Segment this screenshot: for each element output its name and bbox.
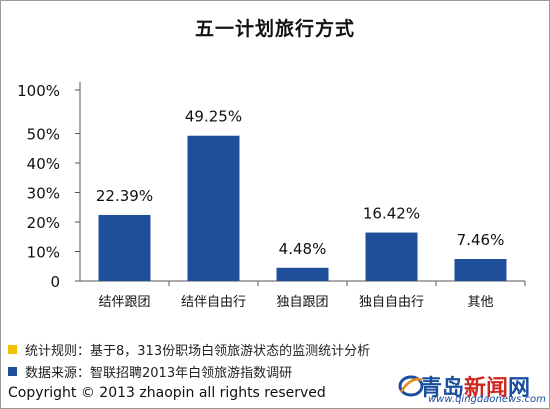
bar xyxy=(454,258,507,281)
legend-rule-text: 统计规则：基于8，313份职场白领旅游状态的监测统计分析 xyxy=(25,344,371,359)
x-tick-label: 其他 xyxy=(467,295,493,310)
legend-rule: 统计规则：基于8，313份职场白领旅游状态的监测统计分析 xyxy=(8,340,370,359)
site-logo: 青岛新闻网 www.qingdaonews.com xyxy=(398,370,548,406)
x-tick-label: 独自自由行 xyxy=(359,295,424,310)
bar-value-label: 7.46% xyxy=(457,231,505,249)
legend-source-text: 数据来源：智联招聘2013年白领旅游指数调研 xyxy=(25,366,293,381)
bar-value-label: 16.42% xyxy=(363,205,420,223)
y-tick-label: 50% xyxy=(27,126,60,144)
legend-source-swatch xyxy=(8,367,17,376)
y-tick-label: 0 xyxy=(50,273,60,291)
bar-value-label: 22.39% xyxy=(96,187,153,205)
y-tick-label: 100% xyxy=(17,82,60,100)
x-tick-label: 结伴自由行 xyxy=(181,295,246,310)
x-tick-label: 独自跟团 xyxy=(276,295,328,310)
chart-title: 五一计划旅行方式 xyxy=(194,18,355,40)
legend-rule-swatch xyxy=(8,345,17,354)
y-tick-label: 20% xyxy=(27,214,60,232)
bar xyxy=(98,214,151,281)
bar-value-label: 4.48% xyxy=(279,240,327,258)
copyright-text: Copyright © 2013 zhaopin all rights rese… xyxy=(8,385,326,401)
logo-text: 青岛新闻网 xyxy=(420,375,531,401)
bar-value-label: 49.25% xyxy=(185,108,242,126)
bar xyxy=(276,267,329,281)
y-tick-label: 10% xyxy=(27,244,60,262)
y-tick-label: 40% xyxy=(27,155,60,173)
y-tick-label: 30% xyxy=(27,185,60,203)
legend-source: 数据来源：智联招聘2013年白领旅游指数调研 xyxy=(8,362,292,381)
bar xyxy=(187,135,240,281)
bar xyxy=(365,232,418,281)
logo-url: www.qingdaonews.com xyxy=(428,394,546,405)
x-tick-label: 结伴跟团 xyxy=(98,295,150,310)
logo-icon xyxy=(398,375,424,397)
